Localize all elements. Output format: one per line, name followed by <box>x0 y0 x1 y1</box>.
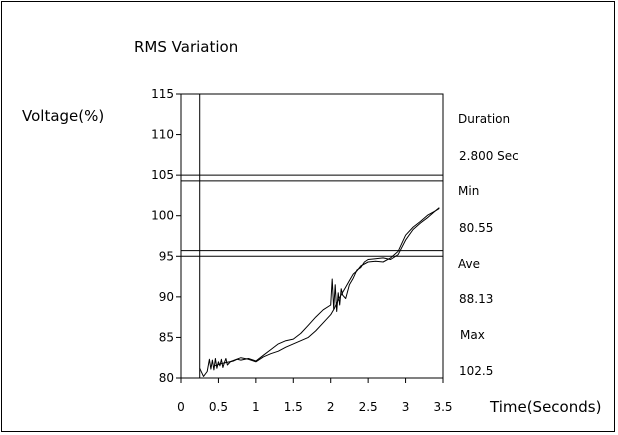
stat-max-label: Max <box>460 328 485 342</box>
y-tick-label-7: 115 <box>151 87 174 101</box>
y-axis-label: Voltage(%) <box>22 107 105 125</box>
y-tick-label-3: 95 <box>159 249 174 263</box>
stat-min-label: Min <box>458 184 480 198</box>
x-tick-label-1: 0.5 <box>209 400 228 414</box>
stat-duration-value: 2.800 Sec <box>459 149 519 163</box>
chart-title: RMS Variation <box>134 38 239 56</box>
series-line-1 <box>214 207 440 367</box>
y-tick-label-2: 90 <box>159 290 174 304</box>
plot-area <box>180 93 444 379</box>
x-tick-label-2: 1 <box>252 400 260 414</box>
y-tick-label-6: 110 <box>151 128 174 142</box>
x-axis-label: Time(Seconds) <box>490 398 602 416</box>
x-tick-label-3: 1.5 <box>284 400 303 414</box>
y-tick-label-4: 100 <box>151 209 174 223</box>
x-tick-label-6: 3 <box>402 400 410 414</box>
y-tick-label-0: 80 <box>159 371 174 385</box>
x-tick-label-7: 3.5 <box>433 400 452 414</box>
stat-duration-label: Duration <box>458 112 511 126</box>
stat-ave-value: 88.13 <box>459 292 494 306</box>
y-tick-label-1: 85 <box>159 330 174 344</box>
stat-max-value: 102.5 <box>459 364 494 378</box>
y-tick-label-5: 105 <box>151 168 174 182</box>
x-tick-label-0: 0 <box>177 400 185 414</box>
x-tick-label-4: 2 <box>327 400 335 414</box>
stat-ave-label: Ave <box>458 257 480 271</box>
stat-min-value: 80.55 <box>459 221 494 235</box>
x-tick-label-5: 2.5 <box>359 400 378 414</box>
series-line-0 <box>199 207 440 377</box>
